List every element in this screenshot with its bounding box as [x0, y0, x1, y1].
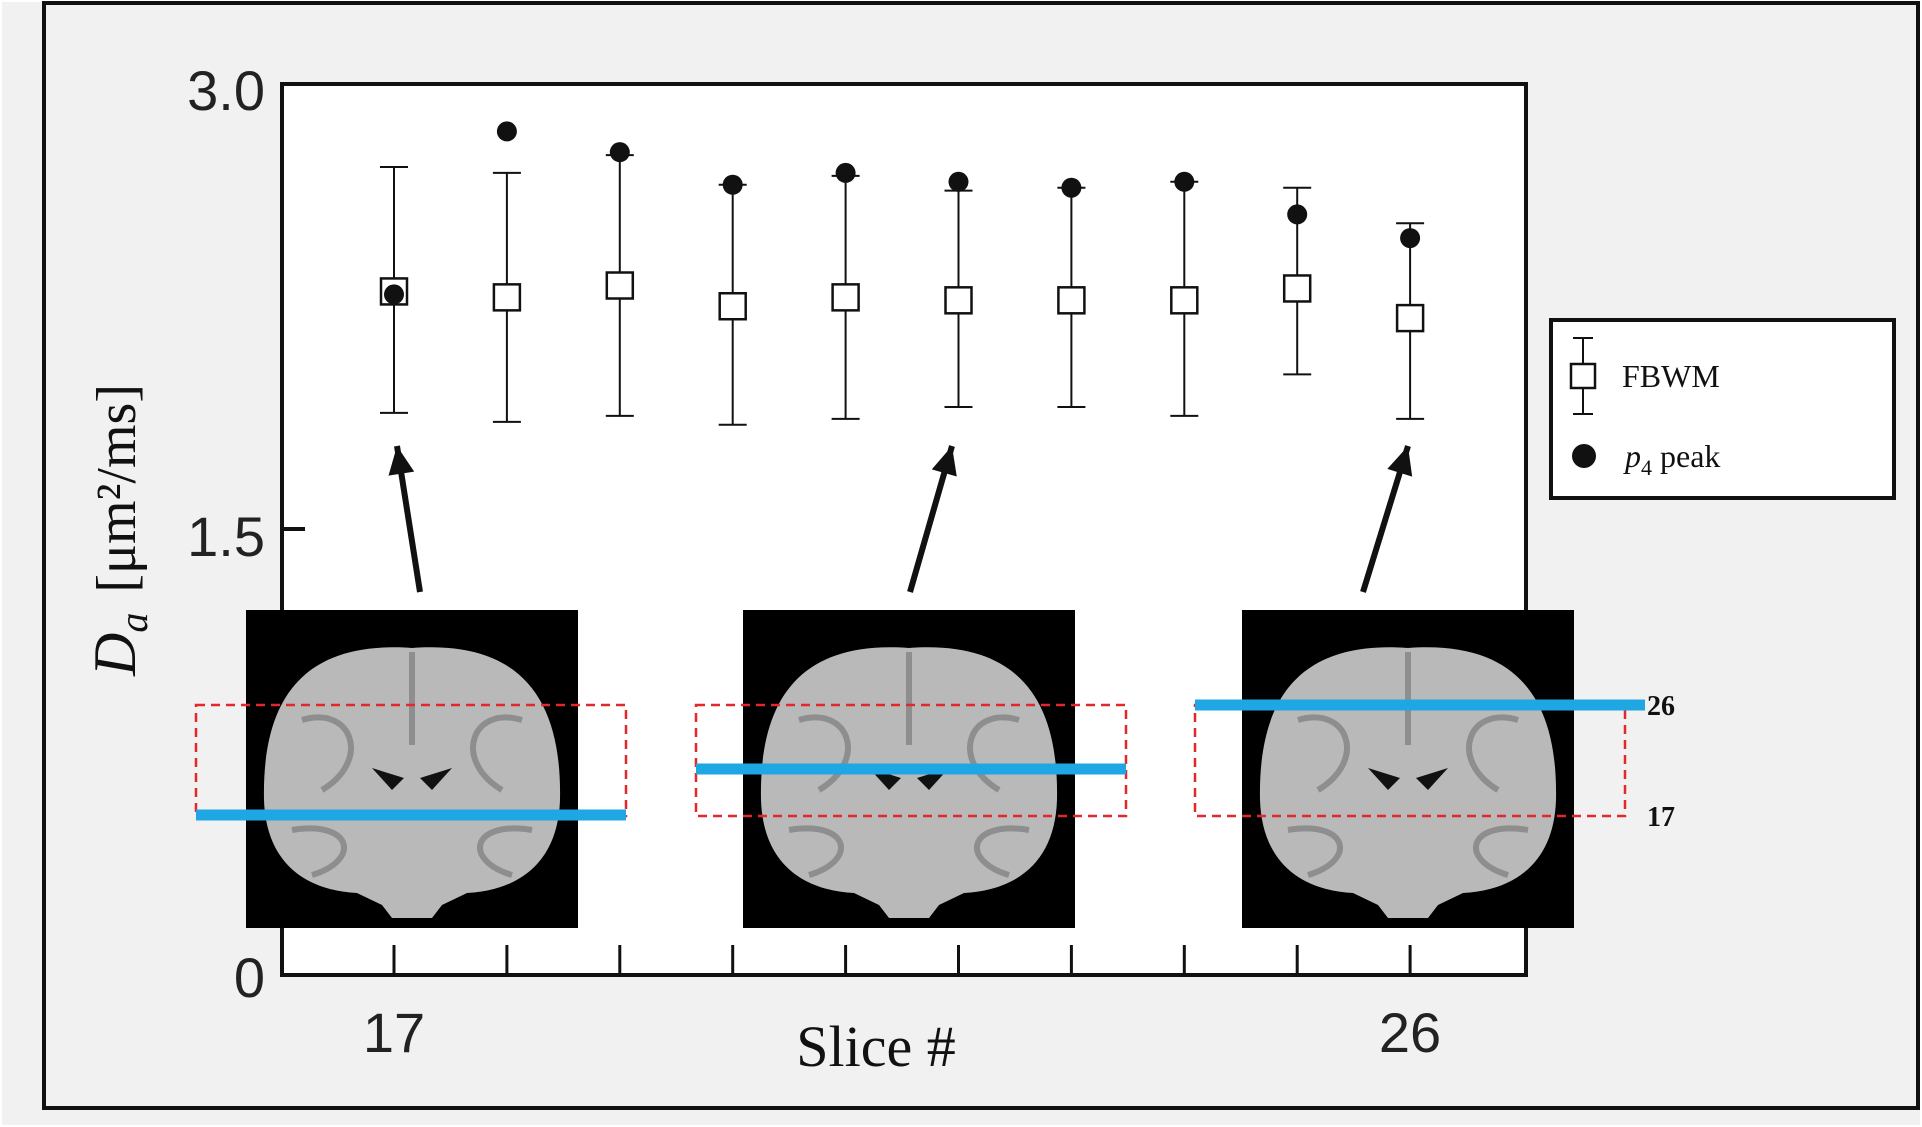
legend-peak-marker [1572, 444, 1596, 468]
legend-peak-label-p: p [1623, 438, 1641, 474]
legend-peak-label-sub: 4 [1641, 455, 1652, 480]
legend-fbwm-label: FBWM [1622, 358, 1720, 394]
panel-frame [42, 1, 1920, 1110]
x-tick-marks [392, 945, 1412, 973]
arrow-head [388, 446, 415, 476]
y-axis-unit: [μm²/ms] [86, 384, 148, 593]
roi-box [694, 703, 1128, 818]
y-axis-subscript: a [111, 613, 156, 633]
brain-inset [694, 610, 1128, 928]
fbwm-square-marker [1170, 286, 1199, 315]
peak-dot-marker [1400, 228, 1421, 249]
fbwm-square-marker [605, 271, 635, 300]
peak-markers [384, 121, 1421, 305]
brain-sulci [291, 652, 533, 878]
fbwm-markers [379, 271, 1425, 333]
fbwm-square-marker [1395, 303, 1425, 333]
x-tick-label-first: 17 [363, 1001, 425, 1064]
peak-dot-marker [722, 174, 743, 195]
legend-peak-label-text: peak [1660, 438, 1720, 474]
fbwm-square-marker [831, 283, 860, 312]
brain-insets [194, 610, 1645, 928]
arrow-head [1387, 446, 1413, 477]
peak-dot-marker [1287, 204, 1308, 225]
legend-peak-label: p4 peak [1623, 438, 1720, 480]
brain-sulci [788, 652, 1030, 878]
legend-fbwm-marker [1569, 362, 1597, 390]
brain-inset [1193, 610, 1645, 928]
legend-box [1549, 318, 1896, 500]
peak-dot-marker [948, 171, 969, 192]
legend: FBWM p4 peak [1549, 318, 1896, 500]
peak-dot-marker [496, 121, 517, 142]
peak-dot-marker [609, 142, 630, 163]
brain-silhouette [1259, 647, 1557, 918]
brain-inset [194, 610, 628, 928]
arrows [388, 445, 1413, 593]
peak-dot-marker [1174, 171, 1195, 192]
brain-silhouette [760, 647, 1058, 918]
y-axis-title: Da [μm²/ms] [82, 384, 156, 677]
y-axis-symbol: D [82, 633, 148, 677]
brain-ventricles [372, 768, 452, 790]
y-tick-label-zero: 0 [234, 946, 265, 1009]
fbwm-square-marker [944, 286, 973, 315]
inset-slice-label-top: 26 [1647, 691, 1675, 722]
peak-dot-marker [835, 162, 856, 183]
inset-slice-label-bottom: 17 [1647, 802, 1675, 833]
fbwm-square-marker [1282, 274, 1312, 303]
peak-dot-marker [1061, 177, 1082, 198]
y-tick-label-mid: 1.5 [187, 505, 265, 568]
brain-ventricles [1368, 768, 1448, 790]
y-tick-label-top: 3.0 [187, 59, 265, 122]
brain-silhouette [263, 647, 561, 918]
brain-sulci [1287, 652, 1529, 878]
arrow-head [931, 446, 957, 477]
x-axis-title: Slice # [796, 1014, 955, 1079]
fbwm-square-marker [1057, 286, 1086, 315]
x-tick-label-last: 26 [1379, 1001, 1441, 1064]
fbwm-square-marker [718, 292, 747, 321]
fbwm-square-marker [492, 283, 522, 312]
brain-ventricles [869, 768, 949, 790]
peak-dot-marker [384, 284, 404, 305]
